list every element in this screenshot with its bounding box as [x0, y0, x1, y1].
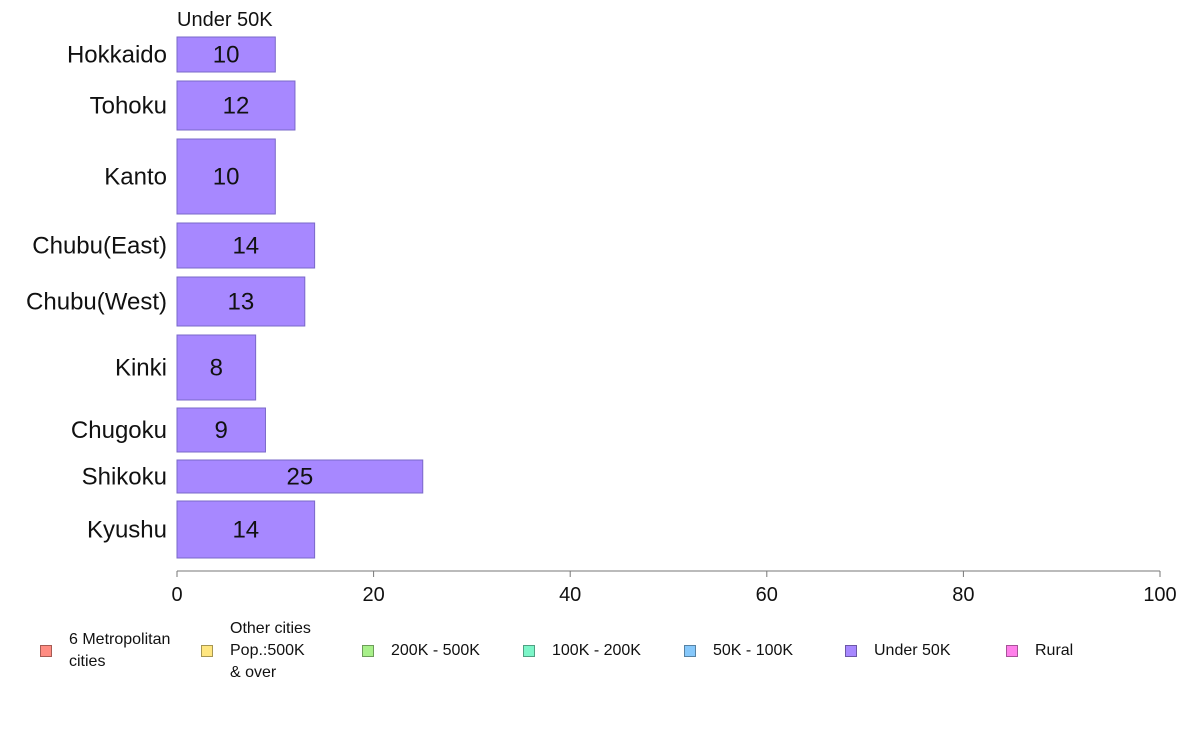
x-tick-label: 40 [559, 584, 581, 606]
bar-chubu-east [176, 222, 316, 269]
legend-label: Under 50K [874, 642, 951, 659]
bar-shikoku [176, 459, 424, 494]
x-tick-label: 20 [362, 584, 384, 606]
bar-chugoku [176, 407, 266, 453]
category-label: Chubu(West) [26, 289, 167, 316]
category-label: Kinki [115, 355, 167, 382]
category-label: Chubu(East) [32, 233, 167, 260]
x-axis: 0 20 40 60 80 100 [171, 570, 1177, 606]
legend-item-6-metropolitan: 6 Metropolitan cities [40, 618, 170, 684]
legend-swatch [40, 645, 52, 657]
category-label: Chugoku [71, 417, 167, 444]
legend-item-rural: Rural [1006, 640, 1073, 662]
category-label: Tohoku [90, 93, 167, 120]
data-label: 13 [228, 289, 255, 316]
category-label: Kyushu [87, 517, 167, 544]
bar-tohoku [176, 80, 296, 131]
legend-label: 50K - 100K [713, 642, 794, 659]
category-labels: Hokkaido Tohoku Kanto Chubu(East) Chubu(West… [26, 42, 167, 544]
data-label: 14 [232, 517, 259, 544]
legend-swatch [201, 645, 213, 657]
data-label: 8 [210, 355, 223, 382]
category-label: Hokkaido [67, 42, 167, 69]
x-tick-label: 60 [756, 584, 778, 606]
legend-label: 6 Metropolitan cities [69, 631, 171, 670]
bars-group [176, 36, 424, 559]
legend-swatch [1006, 645, 1018, 657]
category-label: Shikoku [82, 464, 167, 491]
value-labels: 10 12 10 14 13 8 9 25 14 [210, 42, 314, 544]
panel-title: Under 50K [177, 9, 273, 31]
data-label: 10 [213, 164, 240, 191]
legend: 6 Metropolitan cities Other cities Pop.:… [0, 618, 1188, 698]
data-label: 12 [223, 93, 250, 120]
legend-swatch [684, 645, 696, 657]
bar-chart: Under 50K Hokkaido Tohoku Kanto Chubu(East)… [26, 9, 1177, 606]
data-label: 25 [287, 464, 314, 491]
legend-item-other-cities: Other cities Pop.:500K & over [201, 618, 311, 684]
data-label: 14 [232, 233, 259, 260]
legend-label: 100K - 200K [552, 642, 641, 659]
legend-swatch [845, 645, 857, 657]
legend-item-50k-100k: 50K - 100K [684, 640, 793, 662]
bar-kyushu [176, 500, 316, 559]
x-tick-label: 0 [171, 584, 182, 606]
legend-swatch [523, 645, 535, 657]
legend-item-100k-200k: 100K - 200K [523, 640, 641, 662]
legend-label: Rural [1035, 642, 1074, 659]
legend-swatch [362, 645, 374, 657]
category-label: Kanto [104, 164, 167, 191]
legend-item-under-50k: Under 50K [845, 640, 951, 662]
data-label: 10 [213, 42, 240, 69]
legend-label: 200K - 500K [391, 642, 480, 659]
legend-item-200k-500k: 200K - 500K [362, 640, 480, 662]
bar-chubu-west [176, 276, 306, 327]
bar-kinki [176, 334, 257, 401]
legend-label: Other cities Pop.:500K & over [230, 620, 311, 681]
bar-hokkaido [176, 36, 276, 73]
x-tick-label: 80 [952, 584, 974, 606]
bar-kanto [176, 138, 276, 215]
data-label: 9 [215, 417, 228, 444]
x-tick-label: 100 [1143, 584, 1176, 606]
